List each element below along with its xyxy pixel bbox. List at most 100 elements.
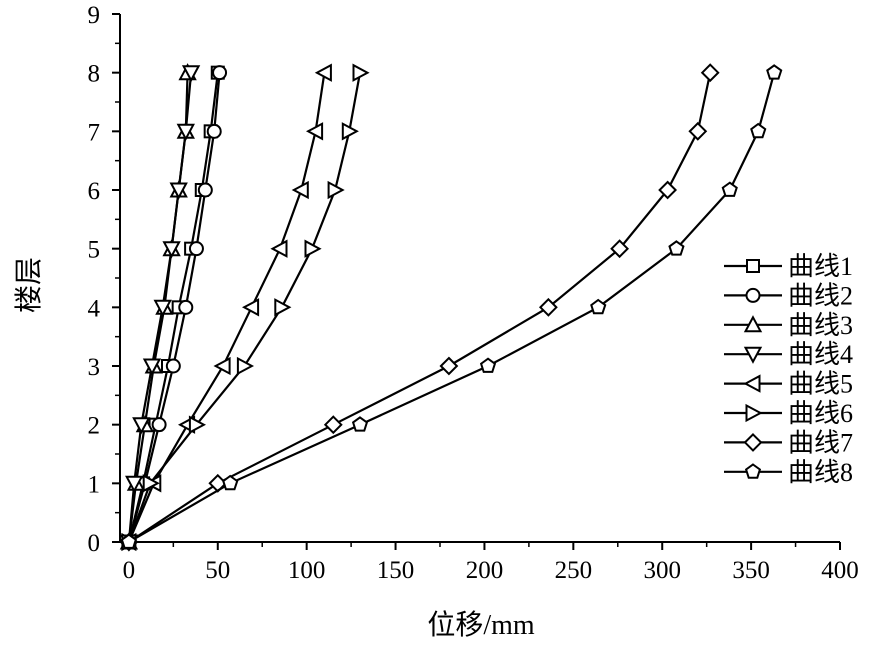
data-point bbox=[162, 241, 181, 259]
data-point bbox=[142, 358, 162, 376]
legend-marker bbox=[745, 403, 763, 423]
legend-marker bbox=[743, 432, 763, 452]
data-point bbox=[206, 123, 222, 139]
y-tick-label: 1 bbox=[88, 471, 101, 498]
legend-label: 曲线3 bbox=[788, 311, 853, 340]
data-point bbox=[323, 415, 343, 435]
data-point bbox=[721, 181, 738, 197]
x-tick-label: 150 bbox=[377, 557, 415, 584]
legend-item: 曲线7 bbox=[724, 428, 853, 457]
legend-item: 曲线3 bbox=[724, 311, 853, 340]
x-axis-title: 位移/mm bbox=[427, 609, 535, 641]
legend-item: 曲线2 bbox=[724, 281, 853, 310]
x-tick-label: 250 bbox=[555, 557, 593, 584]
x-tick-label: 100 bbox=[288, 557, 326, 584]
legend-item: 曲线4 bbox=[724, 340, 853, 369]
legend-label: 曲线5 bbox=[788, 370, 853, 399]
data-point bbox=[188, 241, 204, 257]
x-tick-label: 200 bbox=[466, 557, 504, 584]
data-point bbox=[178, 299, 194, 315]
data-point bbox=[270, 239, 288, 258]
data-point bbox=[120, 533, 137, 549]
legend-item: 曲线6 bbox=[724, 399, 853, 428]
data-point bbox=[165, 358, 181, 374]
legend-label: 曲线7 bbox=[788, 428, 853, 457]
legend-marker bbox=[744, 463, 762, 479]
data-point bbox=[700, 63, 720, 83]
x-ticks: 0 50 100 150 200 250 300 350 400 bbox=[123, 542, 859, 584]
y-tick-label: 0 bbox=[88, 530, 101, 557]
data-point bbox=[439, 356, 459, 376]
y-ticks: 0 1 2 3 4 5 6 7 8 9 bbox=[88, 2, 120, 557]
data-point bbox=[590, 298, 607, 315]
y-tick-label: 8 bbox=[88, 61, 101, 88]
y-axis-title: 楼层 bbox=[13, 257, 45, 313]
y-tick-label: 3 bbox=[88, 354, 101, 381]
x-tick-label: 350 bbox=[732, 557, 770, 584]
legend-label: 曲线8 bbox=[788, 458, 853, 487]
data-point bbox=[291, 180, 309, 200]
legend-marker bbox=[746, 259, 760, 273]
series-line bbox=[128, 72, 776, 543]
data-point bbox=[668, 240, 685, 256]
data-point bbox=[132, 417, 151, 435]
legend-label: 曲线4 bbox=[788, 340, 853, 369]
axes bbox=[119, 14, 840, 543]
legend-marker bbox=[743, 315, 763, 333]
x-tick-label: 400 bbox=[821, 557, 859, 584]
y-tick-label: 7 bbox=[88, 119, 101, 146]
data-point bbox=[142, 474, 160, 493]
data-point bbox=[479, 357, 497, 373]
data-point bbox=[327, 180, 345, 200]
legend-item: 曲线1 bbox=[724, 252, 853, 281]
y-tick-label: 2 bbox=[88, 413, 101, 440]
data-point bbox=[125, 475, 144, 493]
x-tick-label: 300 bbox=[643, 557, 681, 584]
data-point bbox=[538, 297, 558, 317]
legend-marker bbox=[743, 374, 761, 393]
data-point bbox=[688, 121, 708, 141]
data-point bbox=[352, 63, 370, 82]
data-point bbox=[766, 64, 783, 80]
data-point bbox=[236, 356, 255, 376]
data-point bbox=[274, 298, 292, 317]
legend-item: 曲线5 bbox=[724, 370, 853, 399]
data-point bbox=[305, 122, 324, 141]
series-layer bbox=[119, 63, 783, 552]
legend-label: 曲线2 bbox=[788, 281, 853, 310]
data-point bbox=[188, 415, 207, 434]
x-tick-label: 0 bbox=[123, 557, 136, 584]
data-point bbox=[750, 122, 767, 139]
data-point bbox=[197, 182, 213, 198]
data-point bbox=[304, 239, 322, 258]
y-tick-label: 6 bbox=[88, 178, 101, 205]
series-6 bbox=[121, 63, 370, 552]
data-point bbox=[658, 180, 678, 200]
series-8 bbox=[120, 64, 783, 549]
legend-marker bbox=[743, 346, 763, 364]
legend-marker bbox=[745, 287, 761, 303]
series-5 bbox=[119, 63, 332, 552]
legend-item: 曲线8 bbox=[724, 458, 853, 487]
data-point bbox=[169, 182, 188, 200]
data-point bbox=[151, 417, 167, 433]
series-4 bbox=[119, 65, 201, 552]
legend-label: 曲线1 bbox=[788, 252, 853, 281]
data-point bbox=[241, 298, 260, 317]
data-point bbox=[341, 122, 359, 141]
data-point bbox=[213, 356, 231, 376]
y-tick-label: 9 bbox=[88, 2, 101, 29]
y-tick-label: 4 bbox=[88, 295, 101, 322]
data-point bbox=[351, 416, 369, 432]
data-point bbox=[153, 299, 172, 317]
data-point bbox=[176, 123, 195, 141]
series-line bbox=[128, 72, 712, 543]
data-point bbox=[314, 63, 332, 82]
legend-label: 曲线6 bbox=[788, 399, 853, 428]
data-point bbox=[610, 239, 630, 259]
data-point bbox=[222, 474, 239, 491]
data-point bbox=[212, 65, 228, 81]
data-point bbox=[181, 65, 201, 83]
